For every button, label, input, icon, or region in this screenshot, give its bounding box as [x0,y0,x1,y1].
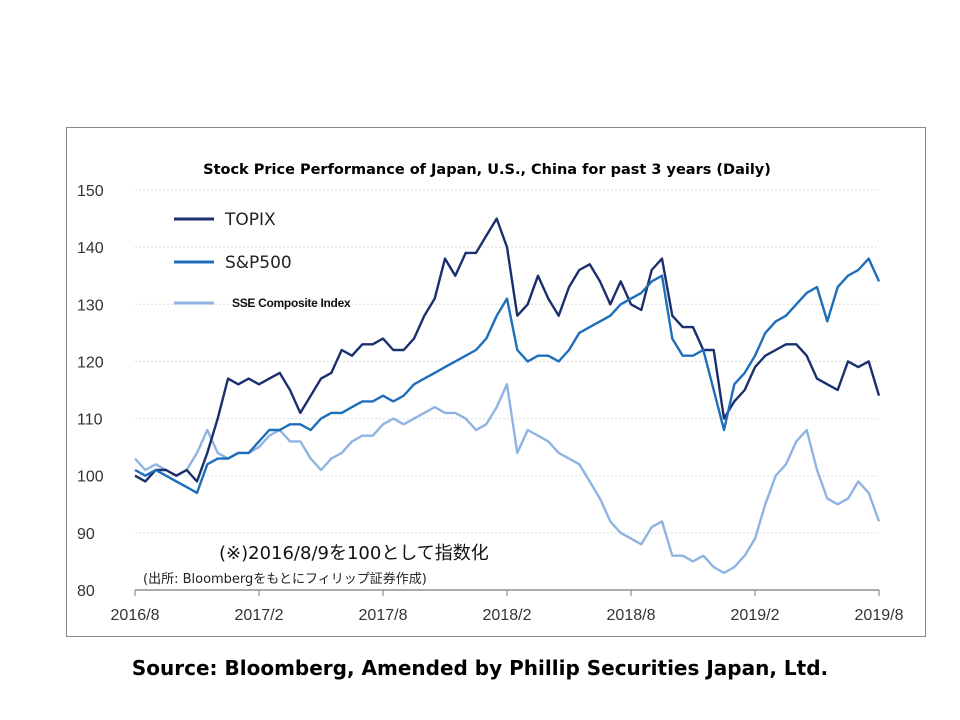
legend: TOPIX S&P500 SSE Composite Index [174,210,351,310]
legend-label-topix: TOPIX [224,210,276,230]
y-tick-label: 90 [77,526,95,543]
series-line-topix [134,217,881,483]
x-axis-tick-labels: 2016/8 2017/2 2017/8 2018/2 2018/8 2019/2 2019… [111,590,904,624]
y-tick-label: 130 [77,297,104,314]
source-caption: Source: Bloomberg, Amended by Phillip Se… [131,656,829,680]
x-tick-label: 2017/2 [235,607,284,624]
x-tick-label: 2017/8 [359,607,408,624]
y-tick-label: 100 [77,469,104,486]
series-line-sse-composite-index [134,383,881,575]
index-note: (※)2016/8/9を100として指数化 [219,543,489,564]
y-tick-label: 80 [77,583,95,600]
y-tick-label: 150 [77,183,104,200]
x-tick-label: 2019/8 [855,607,904,624]
series-line-s-p500 [134,257,881,495]
chart-svg: 150 140 130 120 110 100 90 80 2016/8 2017/2 2017/… [77,162,904,624]
source-note: (出所: Bloombergをもとにフィリップ証券作成) [143,571,427,587]
x-tick-label: 2018/2 [483,607,532,624]
series-lines [134,217,881,575]
x-tick-label: 2016/8 [111,607,160,624]
y-axis-tick-labels: 150 140 130 120 110 100 90 80 [77,183,104,600]
legend-label-sse: SSE Composite Index [232,296,351,310]
legend-label-sp500: S&P500 [225,253,292,273]
x-tick-label: 2018/8 [607,607,656,624]
chart-frame: 150 140 130 120 110 100 90 80 2016/8 2017/2 2017/… [66,127,926,637]
gridlines [135,189,879,534]
x-tick-label: 2019/2 [731,607,780,624]
y-tick-label: 110 [77,412,103,429]
chart-title: Stock Price Performance of Japan, U.S., … [203,162,771,178]
y-tick-label: 120 [77,354,104,371]
y-tick-label: 140 [77,240,104,257]
